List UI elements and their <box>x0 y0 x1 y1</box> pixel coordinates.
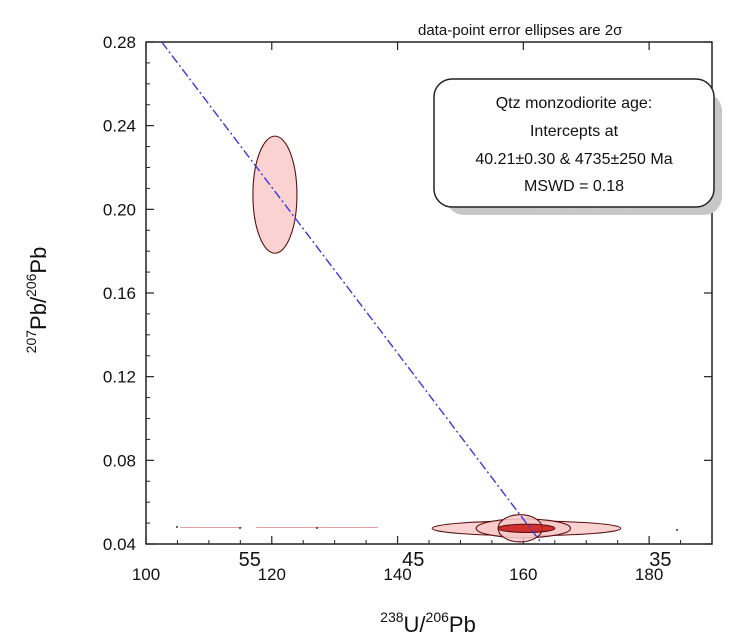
x-label-base2: Pb <box>449 612 476 637</box>
regression-line <box>161 41 543 545</box>
result-line-3: 40.21±0.30 & 4735±250 Ma <box>475 151 672 168</box>
age-labels: 55 45 35 <box>239 549 672 571</box>
y-label-sup2: 206 <box>23 273 39 297</box>
x-tick-label: 160 <box>509 565 537 584</box>
y-tick-label: 0.08 <box>103 451 136 470</box>
age-label: 35 <box>649 549 671 571</box>
x-tick-label: 100 <box>132 565 160 584</box>
error-ellipse <box>252 135 298 254</box>
x-axis-label: 238U/206Pb <box>380 609 476 637</box>
result-line-4: MSWD = 0.18 <box>524 178 624 195</box>
x-tick-label: 120 <box>258 565 286 584</box>
x-label-sup1: 238 <box>380 609 404 625</box>
x-label-base1: U/ <box>404 612 427 637</box>
y-tick-label: 0.04 <box>103 535 136 554</box>
error-ellipse <box>497 523 556 534</box>
error-ellipses <box>252 135 622 543</box>
y-tick-label: 0.28 <box>103 33 136 52</box>
y-label-sup1: 207 <box>23 330 39 354</box>
x-label-sup2: 206 <box>426 609 450 625</box>
baseline-marks <box>176 526 678 531</box>
y-axis-label: 207Pb/206Pb <box>23 247 51 354</box>
error-ellipse-note: data-point error ellipses are 2σ <box>418 22 623 39</box>
x-tick-label: 180 <box>635 565 663 584</box>
y-tick-label: 0.16 <box>103 284 136 303</box>
y-tick-label: 0.20 <box>103 200 136 219</box>
y-tick-label: 0.12 <box>103 368 136 387</box>
x-tick-label: 140 <box>383 565 411 584</box>
result-box-frame <box>433 78 715 208</box>
result-line-2: Intercepts at <box>530 123 619 140</box>
age-label: 55 <box>239 549 261 571</box>
result-box: MSWD = 0.18 Qtz monzodiorite age: Interc… <box>433 78 722 219</box>
result-line-1: Qtz monzodiorite age: <box>496 95 653 112</box>
y-label-base1: Pb/ <box>26 296 51 330</box>
age-label: 45 <box>402 549 424 571</box>
y-tick-label: 0.24 <box>103 117 136 136</box>
axis-ticks: 0.04 0.08 0.12 0.16 0.20 0.24 0.28 100 120 140 160… <box>103 33 712 584</box>
y-label-base2: Pb <box>26 247 51 274</box>
